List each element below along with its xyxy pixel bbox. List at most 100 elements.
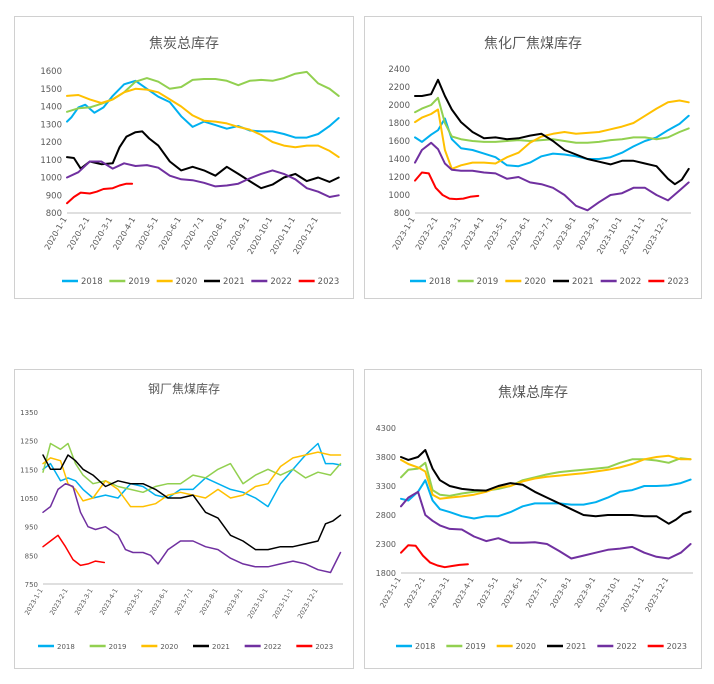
series-line-2020 (400, 454, 692, 500)
y-tick-label: 1600 (40, 67, 62, 77)
y-tick-label: 800 (46, 209, 62, 219)
x-tick-label: 2023-12-1 (296, 587, 320, 620)
x-tick-label: 2023-2-1 (48, 587, 70, 617)
series-line-2021 (400, 449, 692, 525)
x-tick-label: 2023-9-1 (223, 587, 245, 617)
series-line-2022 (414, 141, 690, 212)
x-tick-label: 2023-4-1 (98, 587, 120, 617)
legend-label-2020: 2020 (176, 277, 198, 287)
series-line-2018 (42, 442, 342, 508)
x-tick-label: 2023-5-1 (475, 575, 500, 609)
x-tick-label: 2020-3-1 (88, 216, 114, 252)
y-tick-label: 3300 (376, 482, 396, 491)
legend-label-2022: 2022 (616, 642, 636, 651)
x-tick-label: 2023-3-1 (73, 587, 95, 617)
legend-label-2019: 2019 (109, 643, 127, 651)
legend-label-2022: 2022 (620, 277, 642, 287)
x-tick-label: 2023-8-1 (198, 587, 220, 617)
chart-title: 焦炭总库存 (149, 36, 219, 52)
x-tick-label: 2023-10-1 (246, 587, 270, 620)
chart-svg: 800 900 1000 1100 1200 1300 1400 1500 1600 2020-1… (40, 67, 341, 287)
y-tick-label: 4300 (376, 424, 396, 433)
x-tick-label: 2020-4-1 (111, 216, 137, 252)
y-tick-label: 1300 (40, 120, 62, 130)
legend-label-2020: 2020 (516, 642, 536, 651)
legend-label-2021: 2021 (566, 642, 586, 651)
x-tick-label: 2023-6-1 (500, 575, 525, 609)
x-tick-label: 2023-6-1 (506, 216, 532, 252)
y-tick-label: 1000 (388, 191, 410, 201)
series-line-2020 (414, 99, 690, 170)
y-tick-label: 1600 (388, 137, 410, 147)
legend-label-2021: 2021 (572, 277, 594, 287)
x-tick-label: 2023-12-1 (643, 575, 670, 613)
series-line-2020 (66, 87, 340, 159)
series-line-2023 (400, 544, 469, 569)
legend-label-2023: 2023 (667, 277, 689, 287)
chart-svg: 750 850 950 1050 1150 1250 1350 2023-1-1 2023-2-… (20, 409, 343, 651)
x-tick-label: 2023-5-1 (483, 216, 509, 252)
legend-label-2018: 2018 (415, 642, 435, 651)
series-line-2019 (414, 96, 690, 144)
y-tick-label: 2000 (388, 101, 410, 111)
series-line-2018 (400, 478, 692, 520)
y-tick-label: 1800 (376, 569, 396, 578)
y-tick-label: 850 (25, 552, 38, 560)
legend-label-2020: 2020 (160, 643, 178, 651)
legend-label-2019: 2019 (128, 277, 150, 287)
series-line-2022 (400, 490, 692, 560)
x-tick-label: 2023-4-1 (460, 216, 486, 252)
x-tick-label: 2020-7-1 (180, 216, 206, 252)
series-line-2018 (66, 79, 340, 139)
y-tick-label: 1400 (40, 103, 62, 113)
x-tick-label: 2020-6-1 (157, 216, 183, 252)
x-tick-label: 2023-3-1 (437, 216, 463, 252)
series-line-2021 (414, 78, 690, 186)
legend-label-2022: 2022 (270, 277, 292, 287)
y-tick-label: 1800 (388, 119, 410, 129)
series-line-2022 (66, 160, 340, 198)
x-tick-label: 2023-2-1 (402, 575, 427, 609)
x-tick-label: 2020-8-1 (203, 216, 229, 252)
x-tick-label: 2023-11-1 (619, 575, 646, 613)
x-tick-label: 2020-1-1 (43, 216, 69, 252)
y-tick-label: 2300 (376, 540, 396, 549)
x-tick-label: 2023-1-1 (23, 587, 45, 617)
x-tick-label: 2023-2-1 (414, 216, 440, 252)
chart-panel-coke-total: 焦炭总库存 800 900 1000 1100 1200 1300 1400 1500 1600… (14, 16, 354, 299)
x-tick-label: 2020-5-1 (134, 216, 160, 252)
x-tick-label: 2023-7-1 (529, 216, 555, 252)
chart-title: 焦煤总库存 (498, 385, 568, 401)
chart-panel-coking-plant-coal: 焦化厂焦煤库存 800 1000 1200 1400 1600 1800 2000 2200 2… (364, 16, 702, 299)
legend-label-2018: 2018 (429, 277, 451, 287)
x-tick-label: 2023-3-1 (427, 575, 452, 609)
chart-panel-coal-total: 焦煤总库存 1800 2300 2800 3300 3800 4300 2023-1-1 20… (364, 369, 702, 669)
x-tick-label: 2023-9-1 (573, 575, 598, 609)
y-tick-label: 1500 (40, 85, 62, 95)
series-line-2020 (42, 451, 342, 508)
series-line-2022 (42, 482, 342, 574)
legend-label-2022: 2022 (264, 643, 282, 651)
series-line-2019 (42, 442, 342, 494)
chart-title: 钢厂焦煤库存 (147, 382, 220, 396)
x-tick-label: 2023-9-1 (575, 216, 601, 252)
series-line-2019 (400, 457, 692, 497)
series-line-2023 (66, 182, 134, 205)
x-tick-label: 2023-7-1 (173, 587, 195, 617)
y-tick-label: 900 (46, 191, 62, 201)
y-tick-label: 950 (25, 524, 38, 532)
x-tick-label: 2023-7-1 (524, 575, 549, 609)
x-tick-label: 2020-9-1 (225, 216, 251, 252)
y-tick-label: 750 (25, 581, 38, 589)
chart-title: 焦化厂焦煤库存 (484, 36, 582, 52)
y-tick-label: 1100 (40, 156, 62, 166)
x-tick-label: 2023-8-1 (548, 575, 573, 609)
x-tick-label: 2023-1-1 (378, 575, 403, 609)
y-tick-label: 2200 (388, 83, 410, 93)
x-tick-label: 2023-11-1 (271, 587, 295, 620)
y-tick-label: 1350 (20, 409, 38, 417)
x-tick-label: 2023-10-1 (595, 575, 622, 613)
series-line-2021 (66, 130, 340, 190)
x-tick-label: 2023-8-1 (552, 216, 578, 252)
chart-panel-steel-mill-coal: 钢厂焦煤库存 750 850 950 1050 1150 1250 1350 2023-1-1… (14, 369, 354, 669)
